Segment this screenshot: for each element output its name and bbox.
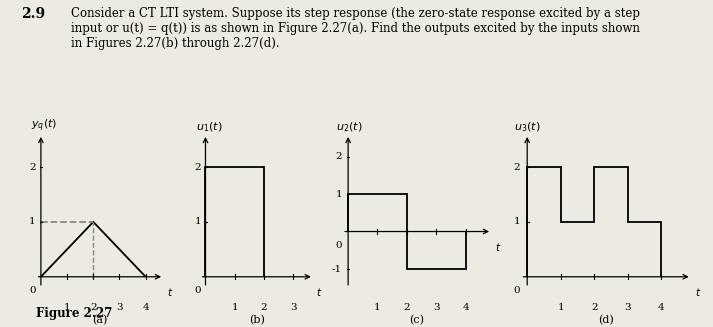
- Text: 2: 2: [404, 303, 410, 312]
- Text: 2: 2: [195, 163, 201, 171]
- Text: (c): (c): [409, 316, 425, 326]
- Text: 3: 3: [116, 303, 123, 312]
- Text: 0: 0: [336, 241, 342, 250]
- Text: 2: 2: [336, 152, 342, 161]
- Text: 2: 2: [90, 303, 96, 312]
- Text: $u_3(t)$: $u_3(t)$: [513, 120, 540, 134]
- Text: $u_1(t)$: $u_1(t)$: [196, 120, 222, 134]
- Text: 2: 2: [514, 163, 520, 171]
- Text: $u_2(t)$: $u_2(t)$: [336, 120, 363, 134]
- Text: 4: 4: [462, 303, 469, 312]
- Text: $t$: $t$: [695, 286, 702, 298]
- Text: 3: 3: [290, 303, 297, 312]
- Text: 1: 1: [514, 217, 520, 226]
- Text: 3: 3: [433, 303, 439, 312]
- Text: 2: 2: [29, 163, 36, 171]
- Text: 1: 1: [63, 303, 71, 312]
- Text: $t$: $t$: [167, 286, 173, 298]
- Text: -1: -1: [332, 265, 342, 273]
- Text: 1: 1: [558, 303, 564, 312]
- Text: Consider a CT LTI system. Suppose its step response (the zero-state response exc: Consider a CT LTI system. Suppose its st…: [71, 7, 640, 49]
- Text: 2: 2: [261, 303, 267, 312]
- Text: (d): (d): [598, 316, 614, 326]
- Text: 0: 0: [29, 286, 36, 295]
- Text: 1: 1: [195, 217, 201, 226]
- Text: 1: 1: [232, 303, 238, 312]
- Text: 1: 1: [336, 190, 342, 198]
- Text: $t$: $t$: [316, 286, 322, 298]
- Text: 2.9: 2.9: [21, 7, 46, 21]
- Text: 4: 4: [658, 303, 665, 312]
- Text: 0: 0: [195, 286, 201, 295]
- Text: (a): (a): [92, 316, 108, 326]
- Text: 2: 2: [591, 303, 597, 312]
- Text: 1: 1: [29, 217, 36, 226]
- Text: Figure 2.27: Figure 2.27: [36, 307, 112, 320]
- Text: (b): (b): [249, 316, 265, 326]
- Text: $t$: $t$: [495, 241, 501, 253]
- Text: 3: 3: [625, 303, 631, 312]
- Text: 4: 4: [143, 303, 149, 312]
- Text: 0: 0: [514, 286, 520, 295]
- Text: 1: 1: [374, 303, 381, 312]
- Text: $y_q(t)$: $y_q(t)$: [31, 118, 57, 134]
